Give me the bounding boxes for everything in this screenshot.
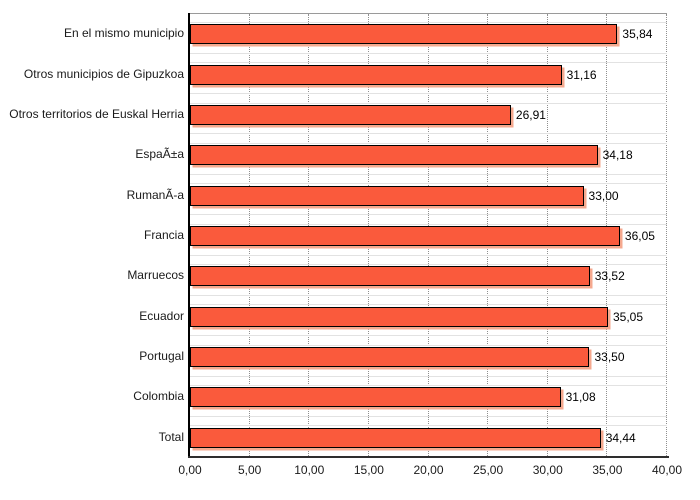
bar-value-label: 34,44 bbox=[605, 430, 636, 445]
row-separator-line bbox=[190, 93, 667, 95]
bar-3 bbox=[190, 145, 598, 166]
bar-0 bbox=[190, 24, 618, 45]
bar-value-label: 34,18 bbox=[602, 148, 633, 163]
category-axis-label: Portugal bbox=[139, 349, 184, 364]
category-axis-label: Ecuador bbox=[139, 308, 184, 323]
category-axis-label: RumanÃ-a bbox=[126, 187, 184, 202]
bar-10 bbox=[190, 427, 601, 448]
bar-value-label: 35,84 bbox=[622, 27, 653, 42]
plot-area: 35,84 31,16 26,91 34,18 33,00 36,05 33,52 35,05… bbox=[190, 13, 667, 458]
category-axis-label: Francia bbox=[143, 228, 184, 242]
y-axis-line bbox=[188, 13, 190, 457]
x-tick-label: 30,00 bbox=[532, 463, 563, 477]
row-separator-line bbox=[190, 133, 667, 135]
row-separator-line bbox=[190, 173, 667, 175]
category-axis-label: En el mismo municipio bbox=[63, 26, 184, 41]
bar-7 bbox=[190, 306, 608, 327]
row-separator-line bbox=[190, 223, 667, 225]
row-separator-line bbox=[190, 263, 667, 265]
row-separator-line bbox=[190, 416, 667, 418]
bar-value-label: 35,05 bbox=[612, 309, 643, 324]
row-separator-line bbox=[190, 52, 667, 54]
row-separator-line bbox=[190, 183, 667, 185]
row-separator-line bbox=[190, 254, 667, 256]
x-tick-label: 5,00 bbox=[237, 463, 262, 477]
bar-6 bbox=[190, 266, 590, 287]
bar-2 bbox=[190, 104, 511, 125]
x-tick-label: 10,00 bbox=[294, 463, 325, 477]
bar-value-label: 33,52 bbox=[594, 269, 625, 284]
category-axis-label: Otros territorios de Euskal Herria bbox=[9, 106, 184, 121]
bar-value-label: 33,50 bbox=[594, 350, 625, 365]
x-tick-label: 20,00 bbox=[413, 463, 444, 477]
gridline-x-40 bbox=[666, 14, 667, 458]
bar-8 bbox=[190, 347, 590, 368]
category-axis-label: Otros municipios de Gipuzkoa bbox=[23, 66, 184, 81]
row-separator-line bbox=[190, 375, 667, 377]
row-separator-line bbox=[190, 344, 667, 346]
row-separator-line bbox=[190, 425, 667, 427]
x-axis-line bbox=[188, 456, 669, 458]
row-separator-line bbox=[190, 335, 667, 337]
bar-4 bbox=[190, 185, 584, 206]
category-axis-label: Total bbox=[158, 429, 184, 444]
bar-value-label: 26,91 bbox=[515, 107, 546, 122]
category-axis-label: Colombia bbox=[133, 389, 184, 404]
x-tick-label: 0,00 bbox=[178, 463, 202, 477]
x-tick-label: 25,00 bbox=[473, 463, 504, 477]
category-axis-label: Marruecos bbox=[127, 268, 184, 283]
bar-value-label: 36,05 bbox=[624, 229, 655, 243]
x-tick-label: 40,00 bbox=[651, 463, 683, 477]
row-separator-line bbox=[190, 21, 667, 23]
row-separator-line bbox=[190, 62, 667, 64]
bar-value-label: 31,08 bbox=[565, 390, 596, 405]
row-separator-line bbox=[190, 214, 667, 216]
bar-value-label: 31,16 bbox=[566, 67, 597, 82]
row-separator-line bbox=[190, 142, 667, 144]
bar-5 bbox=[190, 226, 620, 246]
row-separator-line bbox=[190, 304, 667, 306]
row-separator-line bbox=[190, 385, 667, 387]
x-tick-label: 35,00 bbox=[592, 463, 623, 477]
bar-1 bbox=[190, 64, 562, 85]
x-tick-label: 15,00 bbox=[353, 463, 384, 477]
bar-9 bbox=[190, 387, 561, 408]
bar-value-label: 33,00 bbox=[588, 188, 619, 203]
row-separator-line bbox=[190, 102, 667, 104]
row-separator-line bbox=[190, 294, 667, 296]
category-axis-label: EspaÃ±a bbox=[135, 147, 184, 162]
